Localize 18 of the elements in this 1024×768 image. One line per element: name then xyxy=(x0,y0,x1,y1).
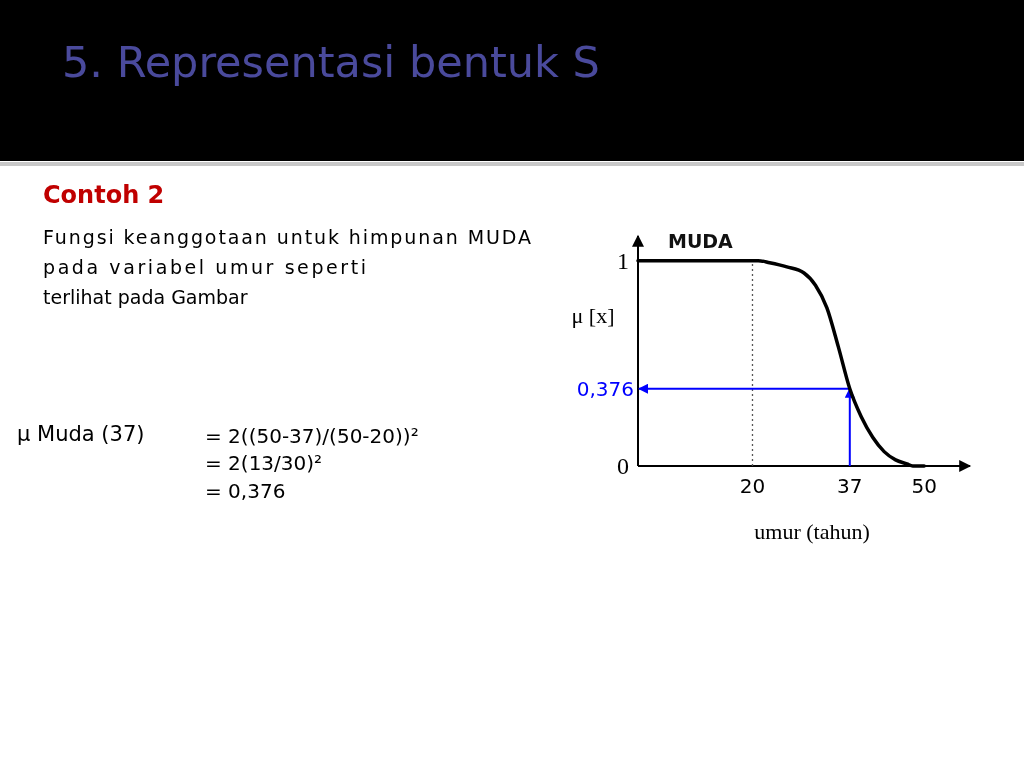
text: terlihat pada Gambar xyxy=(43,286,248,308)
ref-line-label: 0,376 xyxy=(576,376,634,401)
chart-title: 5. Representasi bentuk S xyxy=(62,37,600,87)
text: = 2(13/30)² xyxy=(205,451,323,475)
x-tick-label: 50 xyxy=(911,474,937,498)
text: Contoh 2 xyxy=(43,181,165,209)
y-axis-title: μ [x] xyxy=(571,302,615,328)
text: = 2((50-37)/(50-20))² xyxy=(205,424,419,448)
text: = 0,376 xyxy=(205,479,286,503)
y-tick-label: 1 xyxy=(617,248,629,275)
x-tick-label: 37 xyxy=(837,474,863,498)
text: μ Muda (37) xyxy=(17,422,145,446)
text: Fungsi keanggotaan untuk himpunan MUDA xyxy=(43,226,531,248)
x-axis-title: umur (tahun) xyxy=(754,519,870,544)
x-tick-label: 20 xyxy=(739,474,766,498)
text: pada variabel umur seperti xyxy=(43,256,366,278)
series-label: MUDA xyxy=(668,229,734,252)
y-tick-label: 0 xyxy=(617,453,629,480)
